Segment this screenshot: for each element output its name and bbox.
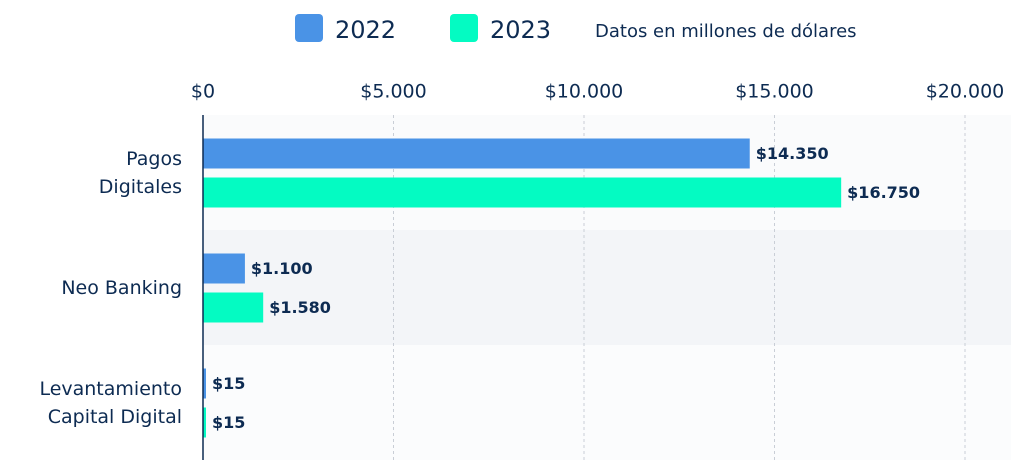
y-tick-label: Pagos Digitales [98, 147, 182, 198]
value-label: $1.100 [251, 259, 313, 278]
bar [203, 177, 842, 208]
y-tick-label: Neo Banking [61, 276, 182, 299]
legend-label: 2022 [335, 16, 396, 44]
x-tick-label: $20.000 [926, 81, 1005, 103]
row-band [203, 345, 1011, 460]
bar [203, 368, 206, 399]
legend-swatch [450, 14, 478, 42]
row-band [203, 115, 1011, 230]
y-tick-label: Levantamiento Capital Digital [39, 377, 182, 428]
row-band [203, 230, 1011, 345]
x-tick-label: $10.000 [545, 81, 624, 103]
x-tick-label: $15.000 [735, 81, 814, 103]
value-label: $15 [212, 374, 245, 393]
bar [203, 253, 245, 284]
legend-swatch [295, 14, 323, 42]
value-label: $15 [212, 413, 245, 432]
bar [203, 407, 206, 438]
bar [203, 292, 264, 323]
value-label: $14.350 [756, 144, 829, 163]
note: Datos en millones de dólares [595, 21, 857, 42]
value-label: $1.580 [269, 298, 331, 317]
legend-label: 2023 [490, 16, 551, 44]
bar [203, 138, 750, 169]
x-tick-label: $5.000 [360, 81, 426, 103]
value-label: $16.750 [847, 183, 920, 202]
x-tick-label: $0 [191, 81, 215, 103]
